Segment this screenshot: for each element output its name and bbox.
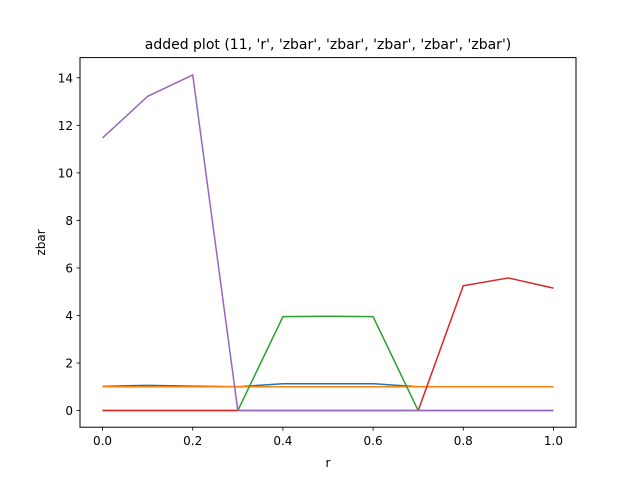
y-tick-label: 2 xyxy=(65,357,73,371)
series-layer xyxy=(102,74,554,412)
x-tick-label: 0.4 xyxy=(273,434,292,448)
y-tick-label: 12 xyxy=(58,119,73,133)
y-tick-label: 14 xyxy=(58,71,73,85)
x-tick-label: 0.0 xyxy=(93,434,112,448)
plot-frame xyxy=(79,57,577,428)
y-tick-label: 4 xyxy=(65,309,73,323)
x-tick-label: 0.6 xyxy=(364,434,383,448)
x-tick-label: 1.0 xyxy=(544,434,563,448)
x-tick-label: 0.8 xyxy=(454,434,473,448)
chart-title: added plot (11, 'r', 'zbar', 'zbar', 'zb… xyxy=(145,37,512,53)
y-tick-label: 6 xyxy=(65,261,73,275)
x-axis-label: r xyxy=(326,456,331,470)
series-line-5 xyxy=(102,74,554,412)
y-tick-label: 0 xyxy=(65,404,73,418)
x-tick-label: 0.2 xyxy=(183,434,202,448)
y-tick-label: 8 xyxy=(65,214,73,228)
y-axis-ticks: 0 2 4 6 8 10 12 14 xyxy=(58,71,80,418)
x-axis-ticks: 0.0 0.2 0.4 0.6 0.8 1.0 xyxy=(93,427,563,448)
y-axis-label: zbar xyxy=(34,229,48,255)
y-tick-label: 10 xyxy=(58,166,73,180)
